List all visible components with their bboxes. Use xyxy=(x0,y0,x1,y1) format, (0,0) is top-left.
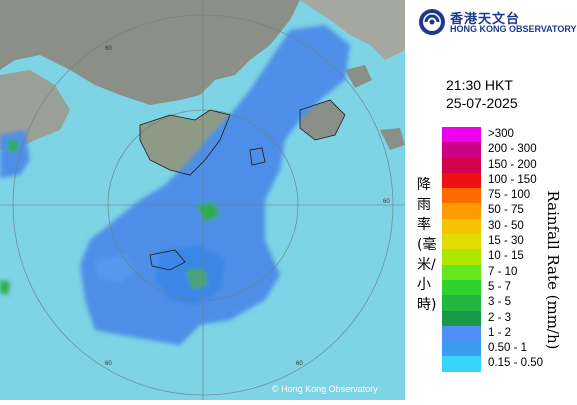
legend-row: 7 - 10 xyxy=(442,264,572,280)
rainfall-legend: >300 200 - 300 150 - 200 100 - 150 75 - 100 5… xyxy=(442,127,572,372)
legend-row: 0.15 - 0.50 xyxy=(442,356,572,372)
legend-row: 2 - 3 xyxy=(442,310,572,326)
hko-logo-icon xyxy=(419,9,445,35)
legend-range-label: >300 xyxy=(488,128,514,140)
legend-swatch xyxy=(442,356,481,372)
legend-row: 50 - 75 xyxy=(442,203,572,219)
legend-range-label: 200 - 300 xyxy=(488,143,537,156)
legend-range-label: 10 - 15 xyxy=(488,250,524,263)
info-panel: 香港天文台 HONG KONG OBSERVATORY 21:30 HKT 25… xyxy=(405,0,577,400)
ring-label: 60 xyxy=(105,46,112,52)
legend-swatch xyxy=(442,249,481,265)
legend-row: 3 - 5 xyxy=(442,295,572,311)
legend-range-label: 100 - 150 xyxy=(488,173,537,186)
legend-swatch xyxy=(442,234,481,250)
copyright-notice: © Hong Kong Observatory xyxy=(272,384,378,394)
legend-swatch xyxy=(442,172,481,189)
observation-date: 25-07-2025 xyxy=(446,95,518,111)
legend-range-label: 150 - 200 xyxy=(488,158,537,171)
legend-range-label: 3 - 5 xyxy=(488,296,512,309)
legend-row: 200 - 300 xyxy=(442,142,572,158)
legend-range-label: 50 - 75 xyxy=(488,204,524,217)
observation-time: 21:30 HKT xyxy=(446,77,513,93)
legend-swatch xyxy=(442,203,481,219)
legend-row: 5 - 7 xyxy=(442,279,572,296)
legend-swatch xyxy=(442,310,481,326)
legend-swatch xyxy=(442,325,481,342)
legend-range-label: 0.15 - 0.50 xyxy=(488,357,543,370)
legend-row: 15 - 30 xyxy=(442,234,572,250)
legend-row: 150 - 200 xyxy=(442,157,572,173)
legend-range-label: 30 - 50 xyxy=(488,219,524,232)
legend-range-label: 75 - 100 xyxy=(488,189,531,202)
ring-label: 60 xyxy=(105,361,112,367)
legend-range-label: 2 - 3 xyxy=(488,311,512,324)
legend-row: 1 - 2 xyxy=(442,325,572,342)
legend-row: 75 - 100 xyxy=(442,188,572,204)
range-rings xyxy=(0,0,405,400)
legend-title-cn: 降雨率(毫米/小時) xyxy=(417,177,437,313)
legend-swatch xyxy=(442,127,481,143)
legend-range-label: 7 - 10 xyxy=(488,265,518,278)
brand-name-cn: 香港天文台 xyxy=(450,12,521,27)
legend-swatch xyxy=(442,341,481,357)
brand-name-en: HONG KONG OBSERVATORY xyxy=(450,24,577,34)
radar-map: 60 60 60 60 © Hong Kong Observatory xyxy=(0,0,405,400)
ring-label: 60 xyxy=(383,199,390,205)
legend-row: >300 xyxy=(442,127,572,143)
ring-label: 60 xyxy=(296,361,303,367)
legend-range-label: 15 - 30 xyxy=(488,235,524,248)
legend-title-en: Rainfall Rate (mm/h) xyxy=(544,190,562,350)
coastlines xyxy=(139,99,346,271)
legend-row: 0.50 - 1 xyxy=(442,341,572,357)
legend-swatch xyxy=(442,142,481,158)
legend-range-label: 0.50 - 1 xyxy=(488,342,527,355)
legend-swatch xyxy=(442,157,481,173)
legend-row: 30 - 50 xyxy=(442,218,572,235)
legend-row: 100 - 150 xyxy=(442,172,572,189)
legend-swatch xyxy=(442,295,481,311)
legend-row: 10 - 15 xyxy=(442,249,572,265)
legend-title-en-box: Rainfall Rate (mm/h) xyxy=(543,190,563,349)
land-areas xyxy=(0,0,405,175)
radar-map-graphic: 60 60 60 60 xyxy=(0,0,405,400)
legend-swatch xyxy=(442,218,481,235)
legend-swatch xyxy=(442,188,481,204)
legend-swatch xyxy=(442,279,481,296)
legend-swatch xyxy=(442,264,481,280)
legend-range-label: 5 - 7 xyxy=(488,280,512,293)
legend-range-label: 1 - 2 xyxy=(488,326,512,339)
rain-echoes xyxy=(0,25,350,345)
